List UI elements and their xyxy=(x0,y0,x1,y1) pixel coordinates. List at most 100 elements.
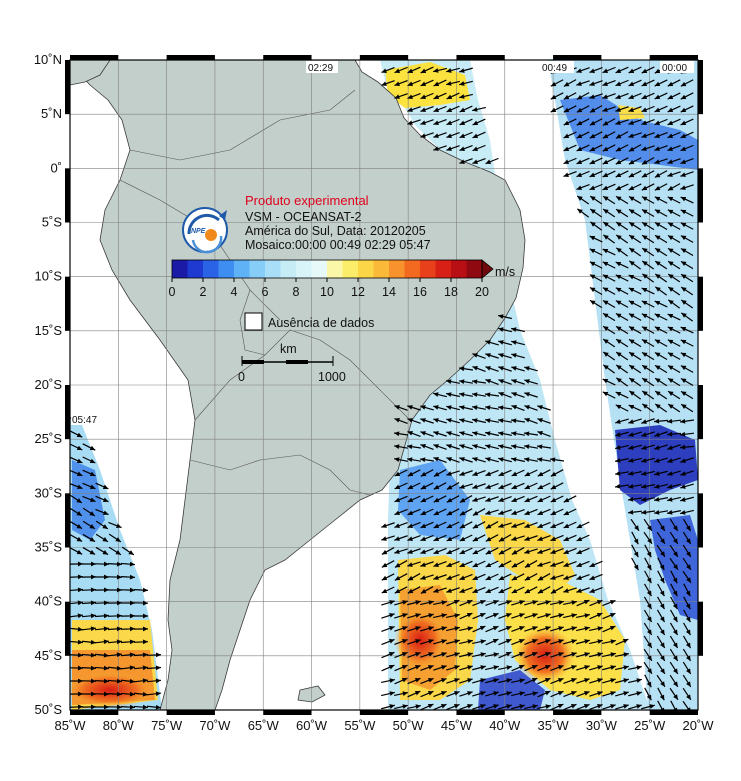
wind-arrow xyxy=(654,351,668,361)
wind-arrow xyxy=(524,522,538,528)
colorbar-swatch xyxy=(218,260,235,278)
wind-arrow xyxy=(394,457,408,462)
wind-arrow xyxy=(446,444,460,450)
wind-arrow xyxy=(628,364,642,374)
wind-arrow xyxy=(146,652,162,658)
colorbar-tick-label: 10 xyxy=(320,285,334,299)
wind-arrow xyxy=(407,626,421,632)
wind-arrow xyxy=(680,209,694,217)
wind-arrow xyxy=(602,665,616,671)
wind-arrow xyxy=(381,80,395,86)
wind-arrow xyxy=(536,444,552,450)
wind-arrow xyxy=(498,314,512,320)
wind-arrow xyxy=(628,678,642,684)
wind-vectors xyxy=(70,66,695,710)
wind-arrow xyxy=(511,340,525,346)
wind-arrow xyxy=(94,691,110,697)
wind-arrow xyxy=(576,80,590,86)
wind-arrow xyxy=(107,626,123,632)
wind-arrow xyxy=(459,80,473,86)
wind-arrow xyxy=(107,600,123,606)
wind-arrow xyxy=(641,326,655,334)
wind-arrow xyxy=(95,495,109,503)
lon-label: 45˚W xyxy=(441,718,473,733)
wind-arrow xyxy=(667,377,681,387)
wind-arrow xyxy=(654,497,668,502)
wind-arrow xyxy=(81,678,97,684)
lon-label: 25˚W xyxy=(634,718,666,733)
wind-arrow xyxy=(628,234,642,244)
wind-arrow xyxy=(641,66,655,74)
wind-arrow xyxy=(446,574,460,580)
wind-arrow xyxy=(433,405,447,411)
wind-arrow xyxy=(589,587,603,593)
wind-arrow xyxy=(563,561,577,567)
wind-arrow xyxy=(654,483,668,489)
wind-arrow xyxy=(433,67,447,73)
wind-arrow xyxy=(589,157,603,165)
wind-arrow xyxy=(680,390,694,400)
wind-arrow xyxy=(81,600,97,606)
wind-arrow xyxy=(679,444,695,450)
wind-arrow xyxy=(381,522,395,528)
wind-arrow xyxy=(667,209,681,217)
wind-arrow xyxy=(459,521,473,529)
wind-arrow xyxy=(458,366,474,372)
wind-arrow xyxy=(563,105,577,113)
wind-arrow xyxy=(511,600,525,606)
lon-label: 65˚W xyxy=(248,718,280,733)
wind-arrow xyxy=(446,92,460,100)
wind-arrow xyxy=(615,418,629,424)
wind-arrow xyxy=(631,544,639,558)
wind-arrow xyxy=(654,326,668,334)
wind-arrow xyxy=(485,483,499,489)
wind-arrow xyxy=(511,535,525,541)
wind-arrow xyxy=(537,613,551,619)
wind-arrow xyxy=(627,496,643,502)
wind-arrow xyxy=(407,119,421,125)
wind-arrow xyxy=(433,118,447,126)
wind-arrow xyxy=(657,583,665,597)
colorbar-swatch xyxy=(296,260,312,278)
wind-arrow xyxy=(537,677,551,685)
wind-arrow xyxy=(641,431,655,437)
wind-arrow xyxy=(485,469,499,477)
wind-arrow xyxy=(433,600,447,605)
wind-arrow xyxy=(472,457,486,463)
wind-arrow xyxy=(511,664,525,672)
wind-arrow xyxy=(589,170,603,178)
wind-arrow xyxy=(394,600,408,606)
wind-arrow xyxy=(472,405,486,410)
wind-arrow xyxy=(70,626,84,632)
wind-arrow xyxy=(433,574,447,580)
wind-arrow xyxy=(472,508,486,516)
wind-arrow xyxy=(563,665,577,671)
inpe-logo: INPE xyxy=(182,207,228,254)
wind-arrow xyxy=(550,677,564,685)
wind-arrow xyxy=(670,596,678,610)
wind-arrow xyxy=(511,327,525,333)
wind-arrow xyxy=(459,431,473,437)
colorbar-swatch xyxy=(311,260,328,278)
wind-arrow xyxy=(631,531,639,545)
wind-arrow xyxy=(394,548,408,554)
wind-arrow xyxy=(563,626,577,632)
wind-arrow xyxy=(433,79,447,87)
wind-arrow xyxy=(459,131,473,139)
wind-arrow xyxy=(459,105,473,113)
wind-arrow xyxy=(459,483,473,489)
wind-arrow xyxy=(537,482,551,490)
wind-arrow xyxy=(643,518,653,532)
wind-arrow xyxy=(511,586,525,594)
wind-arrow xyxy=(498,366,512,372)
wind-arrow xyxy=(94,561,110,567)
wind-arrow xyxy=(628,195,642,205)
wind-arrow xyxy=(94,600,110,606)
wind-arrow xyxy=(563,574,577,580)
wind-arrow xyxy=(602,599,616,607)
wind-arrow xyxy=(524,535,538,541)
lat-label: 15˚S xyxy=(35,323,63,338)
wind-arrow xyxy=(524,482,538,490)
wind-arrow xyxy=(576,599,590,607)
wind-arrow xyxy=(94,613,110,619)
